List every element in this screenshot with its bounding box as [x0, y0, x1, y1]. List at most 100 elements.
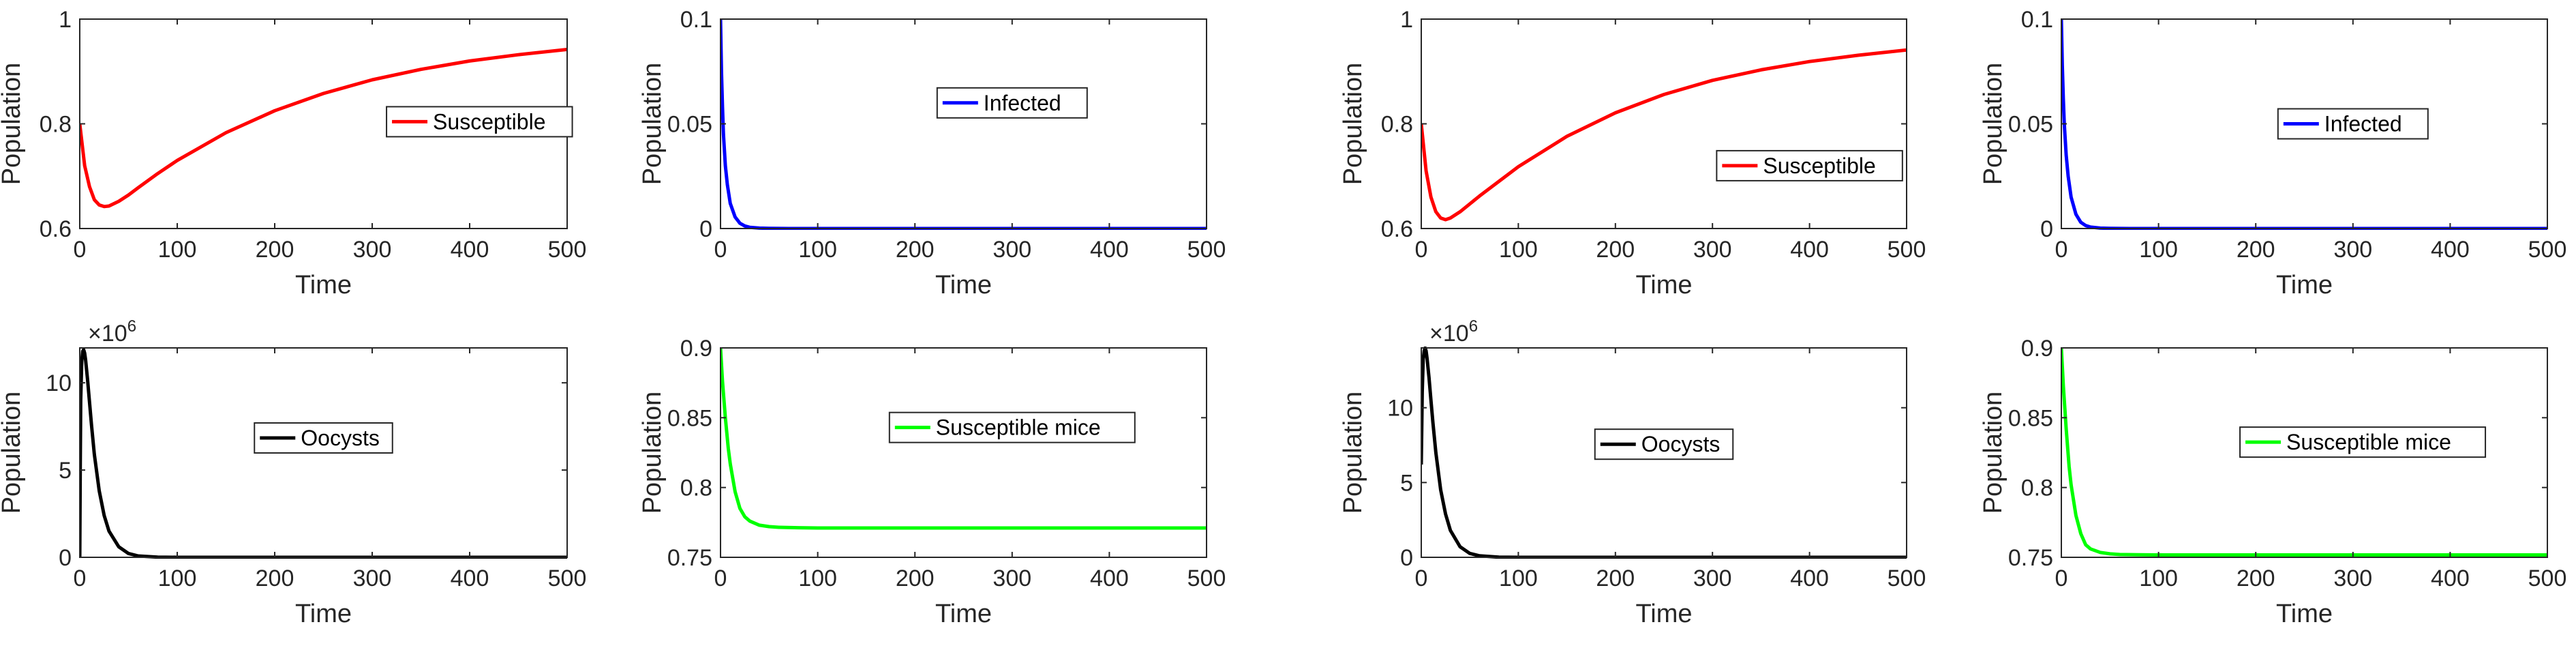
y-tick-label: 0.8: [40, 112, 72, 138]
y-tick-label: 0.05: [667, 112, 712, 138]
x-tick-label: 200: [896, 237, 935, 263]
y-tick-label: 1: [1400, 7, 1413, 33]
x-tick-label: 100: [1499, 566, 1538, 591]
x-tick-label: 300: [353, 566, 392, 591]
y-tick-label: 0.9: [680, 336, 712, 362]
y-tick-label: 0.1: [2021, 7, 2053, 33]
x-tick-label: 400: [1090, 237, 1129, 263]
x-tick-label: 500: [1888, 566, 1926, 591]
chart-panel-5: 0 100 200 300 400 500 0.6 0.8 1 Time Population Sus…: [1339, 7, 1926, 299]
y-axis-label: Population: [1979, 63, 2007, 186]
legend-box: [936, 87, 1088, 119]
x-tick-label: 200: [1596, 566, 1635, 591]
x-tick-label: 300: [2333, 566, 2372, 591]
x-tick-label: 0: [74, 566, 87, 591]
y-tick-label: 5: [59, 458, 72, 484]
x-tick-label: 0: [74, 237, 87, 263]
x-tick-label: 100: [2139, 566, 2178, 591]
y-axis-label: Population: [0, 392, 26, 514]
x-tick-label: 300: [1693, 237, 1732, 263]
y-tick-label: 0: [2040, 216, 2053, 242]
y-tick-label: 0: [1400, 545, 1413, 571]
x-tick-label: 400: [451, 237, 489, 263]
chart-panel-2: 0 100 200 300 400 500 0 0.05 0.1 Time Population In…: [638, 7, 1226, 299]
y-axis-label: Population: [1339, 63, 1367, 186]
x-axis-label: Time: [2276, 600, 2333, 628]
x-tick-label: 200: [2237, 237, 2275, 263]
x-tick-label: 200: [256, 566, 294, 591]
legend-label: Oocysts: [1641, 432, 1721, 456]
legend-label: Susceptible: [433, 109, 545, 134]
y-tick-label: 10: [1387, 396, 1413, 422]
x-tick-label: 0: [714, 237, 727, 263]
legend-label: Infected: [984, 91, 1061, 115]
legend-label: Oocysts: [301, 426, 380, 450]
x-tick-label: 500: [548, 566, 587, 591]
y-tick-label: 0.9: [2021, 336, 2053, 362]
series-line-4: [721, 347, 1207, 530]
x-tick-label: 0: [2055, 566, 2068, 591]
x-tick-label: 500: [1187, 566, 1226, 591]
x-tick-label: 400: [2431, 237, 2470, 263]
y-tick-label: 0: [59, 545, 72, 571]
x-tick-label: 400: [1790, 237, 1829, 263]
y-tick-label: 0.75: [2008, 545, 2053, 571]
legend-label: Infected: [2324, 112, 2402, 136]
x-tick-label: 300: [1693, 566, 1732, 591]
x-tick-label: 0: [2055, 237, 2068, 263]
axes-frame-3: [79, 347, 568, 558]
x-tick-label: 200: [2237, 566, 2275, 591]
chart-panel-1: 0 100 200 300 400 500 0.6 0.8 1 Time Population Sus…: [0, 7, 586, 299]
y-axis-label: Population: [1979, 392, 2007, 514]
legend-label: Susceptible: [1763, 153, 1875, 178]
x-tick-label: 0: [1415, 237, 1428, 263]
x-axis-label: Time: [295, 600, 352, 628]
x-tick-label: 200: [1596, 237, 1635, 263]
y-tick-label: 0.6: [40, 216, 72, 242]
x-axis-label: Time: [295, 271, 352, 299]
legend-3: Oocysts: [254, 422, 393, 454]
y-axis-label: Population: [638, 63, 667, 186]
x-axis-label: Time: [935, 600, 992, 628]
chart-panel-8: 0 100 200 300 400 500 0.75 0.8 0.85 0.9 Time Popula…: [1979, 336, 2566, 628]
legend-1: Susceptible: [386, 106, 573, 138]
x-tick-label: 100: [798, 237, 837, 263]
x-axis-label: Time: [1635, 271, 1692, 299]
y-tick-label: 5: [1400, 470, 1413, 496]
x-tick-label: 100: [798, 566, 837, 591]
x-tick-label: 300: [992, 237, 1031, 263]
y-tick-label: 0.05: [2008, 112, 2053, 138]
chart-panel-6: 0 100 200 300 400 500 0 0.05 0.1 Time Population In…: [1979, 7, 2566, 299]
x-tick-label: 300: [353, 237, 392, 263]
x-tick-label: 400: [1090, 566, 1129, 591]
x-tick-label: 500: [548, 237, 587, 263]
y-tick-label: 0: [699, 216, 712, 242]
x-tick-label: 300: [992, 566, 1031, 591]
series-line-8: [2061, 347, 2547, 557]
y-exponent-label: ×106: [88, 317, 136, 347]
x-tick-label: 500: [2528, 237, 2567, 263]
chart-panel-4: 0 100 200 300 400 500 0.75 0.8 0.85 0.9 Time Popula…: [638, 336, 1226, 628]
x-tick-label: 200: [256, 237, 294, 263]
x-tick-label: 200: [896, 566, 935, 591]
y-axis-label: Population: [1339, 392, 1367, 514]
series-line-5: [1421, 48, 1907, 222]
x-tick-label: 400: [2431, 566, 2470, 591]
legend-2: Infected: [936, 87, 1088, 119]
axes-frame-2: [720, 18, 1207, 229]
legend-7: Oocysts: [1594, 428, 1734, 460]
legend-5: Susceptible: [1716, 149, 1903, 181]
x-tick-label: 400: [1790, 566, 1829, 591]
axes-frame-7: [1421, 347, 1907, 558]
x-tick-label: 500: [2528, 566, 2567, 591]
x-tick-label: 0: [1415, 566, 1428, 591]
x-tick-label: 100: [1499, 237, 1538, 263]
x-tick-label: 100: [2139, 237, 2178, 263]
y-tick-label: 0.85: [2008, 405, 2053, 431]
y-tick-label: 0.85: [667, 405, 712, 431]
y-exponent-label: ×106: [1429, 317, 1478, 347]
legend-8: Susceptible mice: [2239, 426, 2487, 458]
legend-label: Susceptible mice: [2286, 430, 2451, 454]
y-tick-label: 1: [59, 7, 72, 33]
